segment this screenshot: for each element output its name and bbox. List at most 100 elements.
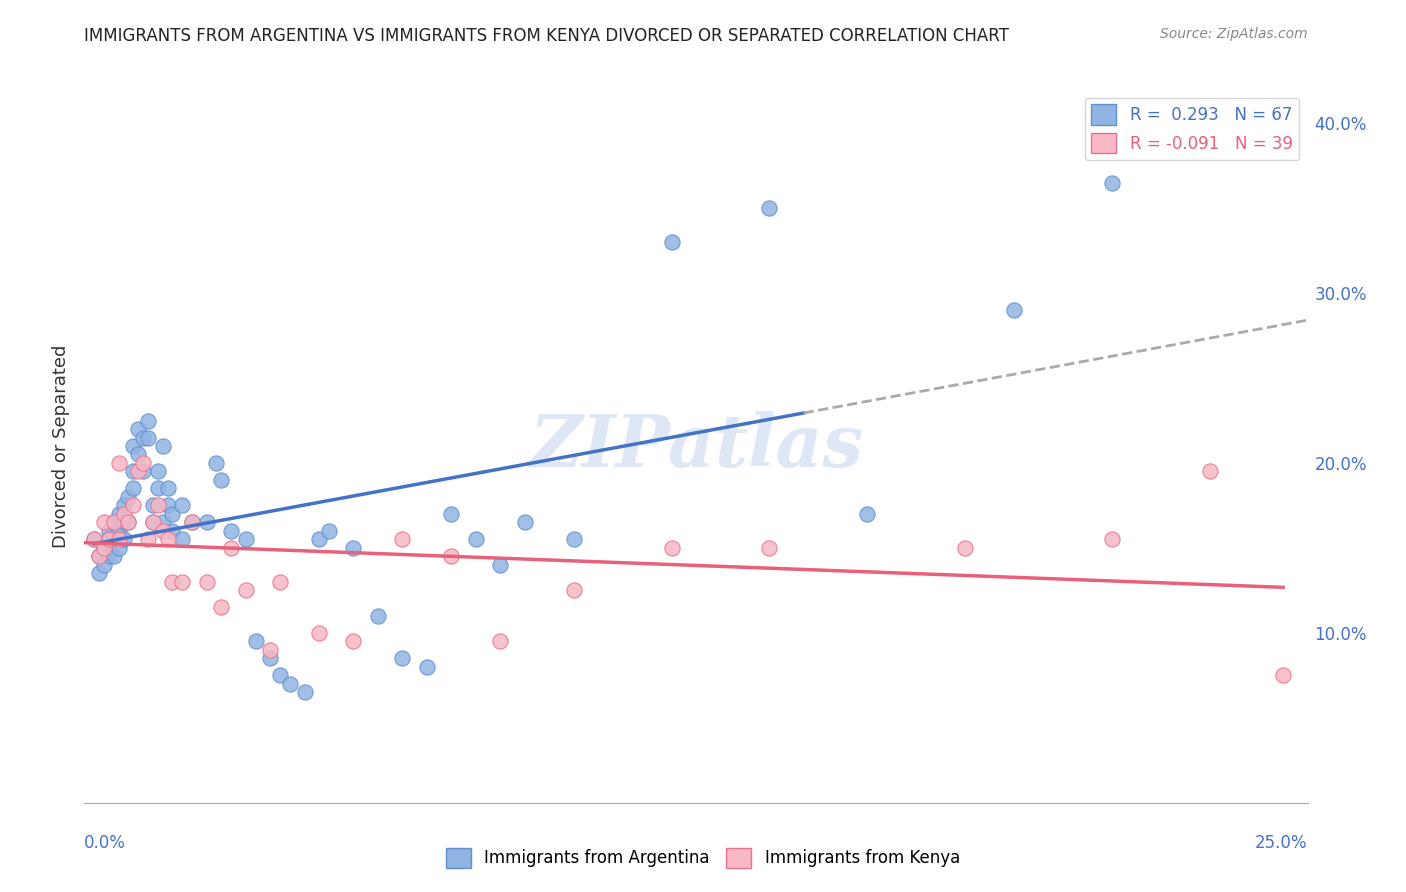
Point xyxy=(112,507,135,521)
Point xyxy=(209,473,232,487)
Point xyxy=(107,507,129,521)
Point xyxy=(83,533,105,547)
Point xyxy=(269,668,291,682)
Point xyxy=(342,541,364,555)
Point xyxy=(122,499,145,513)
Point xyxy=(440,549,463,564)
Legend: R =  0.293   N = 67, R = -0.091   N = 39: R = 0.293 N = 67, R = -0.091 N = 39 xyxy=(1084,97,1299,160)
Point xyxy=(308,533,330,547)
Point xyxy=(107,456,129,470)
Point xyxy=(661,541,683,555)
Point xyxy=(181,516,204,530)
Point xyxy=(758,541,780,555)
Point xyxy=(162,507,184,521)
Point xyxy=(87,549,110,564)
Point xyxy=(318,524,340,538)
Point xyxy=(127,422,149,436)
Point xyxy=(146,465,169,479)
Text: 0.0%: 0.0% xyxy=(84,834,127,852)
Point xyxy=(122,439,145,453)
Point xyxy=(513,516,536,530)
Point xyxy=(146,482,169,496)
Point xyxy=(416,660,439,674)
Point xyxy=(172,533,194,547)
Point xyxy=(162,524,184,538)
Point xyxy=(342,634,364,648)
Point xyxy=(953,541,976,555)
Point xyxy=(856,507,879,521)
Text: IMMIGRANTS FROM ARGENTINA VS IMMIGRANTS FROM KENYA DIVORCED OR SEPARATED CORRELA: IMMIGRANTS FROM ARGENTINA VS IMMIGRANTS … xyxy=(84,27,1010,45)
Text: 25.0%: 25.0% xyxy=(1256,834,1308,852)
Point xyxy=(156,482,179,496)
Point xyxy=(146,499,169,513)
Point xyxy=(464,533,486,547)
Point xyxy=(107,541,129,555)
Point xyxy=(1198,465,1220,479)
Point xyxy=(1101,176,1123,190)
Point xyxy=(136,533,159,547)
Point xyxy=(93,541,115,555)
Point xyxy=(440,507,463,521)
Point xyxy=(136,413,159,427)
Point xyxy=(122,482,145,496)
Point xyxy=(87,566,110,581)
Point xyxy=(107,533,129,547)
Point xyxy=(235,583,257,598)
Point xyxy=(117,516,139,530)
Point xyxy=(112,516,135,530)
Point xyxy=(93,558,115,572)
Point xyxy=(97,533,120,547)
Point xyxy=(219,524,242,538)
Point xyxy=(1002,303,1025,318)
Point xyxy=(259,643,281,657)
Point xyxy=(235,533,257,547)
Point xyxy=(269,574,291,589)
Point xyxy=(132,465,155,479)
Point xyxy=(97,524,120,538)
Point xyxy=(294,685,316,699)
Point xyxy=(127,448,149,462)
Text: ZIPatlas: ZIPatlas xyxy=(529,410,863,482)
Point xyxy=(489,634,512,648)
Point xyxy=(259,651,281,665)
Point xyxy=(103,516,125,530)
Point xyxy=(152,516,174,530)
Point xyxy=(489,558,512,572)
Point xyxy=(245,634,267,648)
Text: Source: ZipAtlas.com: Source: ZipAtlas.com xyxy=(1160,27,1308,41)
Point xyxy=(87,549,110,564)
Point xyxy=(162,574,184,589)
Point xyxy=(117,490,139,504)
Point xyxy=(172,499,194,513)
Point xyxy=(209,600,232,615)
Point xyxy=(156,499,179,513)
Point xyxy=(122,465,145,479)
Point xyxy=(661,235,683,249)
Point xyxy=(367,608,389,623)
Point xyxy=(112,533,135,547)
Point xyxy=(308,626,330,640)
Point xyxy=(97,533,120,547)
Point xyxy=(142,516,165,530)
Point xyxy=(152,439,174,453)
Point xyxy=(132,430,155,444)
Point xyxy=(83,533,105,547)
Point xyxy=(1101,533,1123,547)
Point xyxy=(132,456,155,470)
Y-axis label: Divorced or Separated: Divorced or Separated xyxy=(52,344,70,548)
Point xyxy=(97,549,120,564)
Point xyxy=(103,516,125,530)
Point xyxy=(172,574,194,589)
Point xyxy=(562,533,585,547)
Point xyxy=(219,541,242,555)
Point xyxy=(758,201,780,215)
Point xyxy=(93,541,115,555)
Point xyxy=(205,456,228,470)
Point xyxy=(107,524,129,538)
Point xyxy=(112,499,135,513)
Point xyxy=(391,651,413,665)
Point xyxy=(195,574,218,589)
Point xyxy=(142,516,165,530)
Point xyxy=(156,533,179,547)
Point xyxy=(152,524,174,538)
